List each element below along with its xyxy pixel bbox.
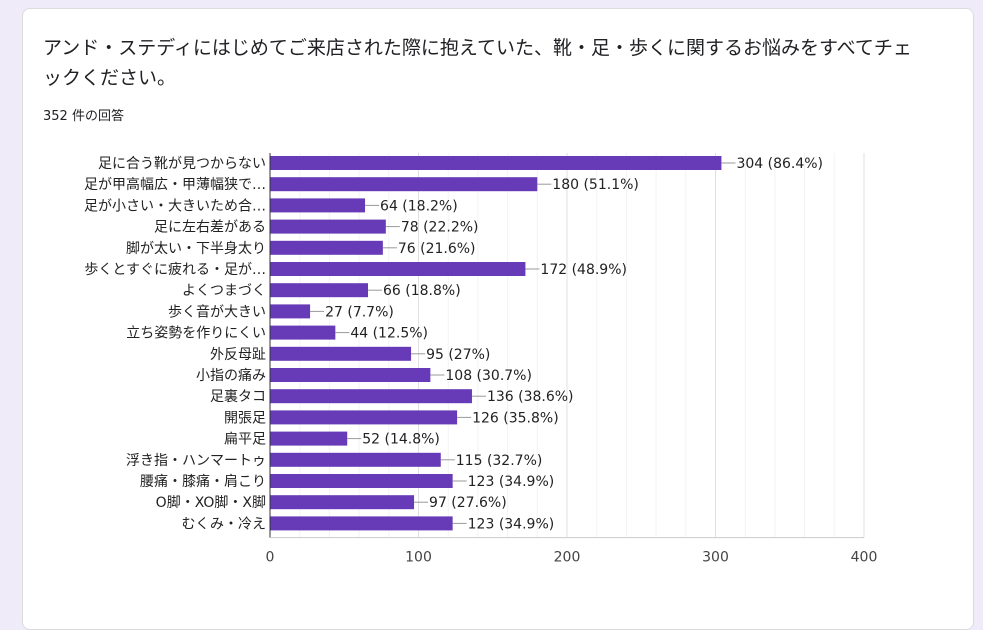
data-label: 66 (18.8%) [383, 283, 461, 299]
chart-card: アンド・ステディにはじめてご来店された際に抱えていた、靴・足・歩くに関するお悩み… [22, 8, 974, 630]
bar [270, 346, 412, 361]
data-label: 115 (32.7%) [456, 453, 543, 469]
bar [270, 474, 453, 488]
category-label: よくつまづく [182, 283, 266, 299]
data-label: 123 (34.9%) [468, 516, 555, 532]
x-tick-label: 0 [266, 550, 275, 566]
data-label: 64 (18.2%) [380, 198, 458, 214]
bar [270, 389, 472, 404]
x-tick-label: 200 [554, 550, 581, 566]
category-label: 脚が太い・下半身太り [126, 241, 266, 257]
bar [270, 262, 526, 276]
question-title: アンド・ステディにはじめてご来店された際に抱えていた、靴・足・歩くに関するお悩み… [43, 37, 912, 89]
response-count: 352 件の回答 [43, 109, 124, 124]
bar [270, 156, 722, 170]
bar [270, 410, 458, 425]
data-label: 172 (48.9%) [540, 262, 627, 278]
bar [270, 283, 369, 298]
bar [270, 240, 383, 255]
data-label: 108 (30.7%) [445, 368, 532, 384]
category-label: 足が甲高幅広・甲薄幅狭で… [84, 176, 266, 193]
category-label: 歩く音が大きい [168, 303, 266, 320]
category-label: 開張足 [224, 410, 266, 426]
data-label: 44 (12.5%) [350, 326, 428, 342]
data-label: 27 (7.7%) [325, 304, 394, 320]
data-label: 78 (22.2%) [401, 220, 479, 236]
category-label: 足裏タコ [210, 388, 266, 405]
data-label: 123 (34.9%) [468, 474, 555, 490]
bar [270, 325, 336, 340]
data-label: 136 (38.6%) [487, 389, 574, 405]
bar [270, 368, 431, 382]
x-tick-label: 400 [851, 550, 878, 566]
x-tick-label: 300 [702, 550, 729, 566]
bar [270, 495, 415, 510]
category-label: 歩くとすぐに疲れる・足が… [84, 261, 266, 278]
category-label: 小指の痛み [196, 367, 266, 384]
category-label: 扁平足 [224, 432, 266, 448]
category-label: むくみ・冷え [181, 516, 266, 532]
x-tick-label: 100 [405, 550, 432, 566]
bar [270, 516, 453, 531]
bar-chart: 0 100 200 300 400 足に合う靴が見つからない 304 (86.4%) 足が甲高… [84, 153, 878, 566]
data-label: 180 (51.1%) [552, 177, 639, 193]
bar [270, 431, 348, 446]
bar [270, 304, 311, 319]
category-label: 足に合う靴が見つからない [98, 156, 266, 172]
data-label: 52 (14.8%) [362, 432, 440, 448]
data-label: 304 (86.4%) [736, 156, 823, 172]
bar [270, 219, 386, 234]
category-label: 立ち姿勢を作りにくい [126, 326, 266, 342]
category-label: 浮き指・ハンマートゥ [126, 453, 266, 469]
category-label: 足に左右差がある [154, 220, 266, 236]
category-label: 外反母趾 [210, 347, 266, 363]
data-label: 95 (27%) [426, 347, 490, 363]
category-label: 腰痛・膝痛・肩こり [140, 473, 266, 490]
category-label: O脚・XO脚・X脚 [156, 495, 266, 511]
bar [270, 198, 366, 213]
category-label: 足が小さい・大きいため合… [84, 198, 266, 214]
bar [270, 452, 441, 467]
data-label: 76 (21.6%) [398, 241, 476, 257]
data-label: 126 (35.8%) [472, 410, 559, 426]
bar [270, 177, 538, 192]
data-label: 97 (27.6%) [429, 495, 507, 511]
